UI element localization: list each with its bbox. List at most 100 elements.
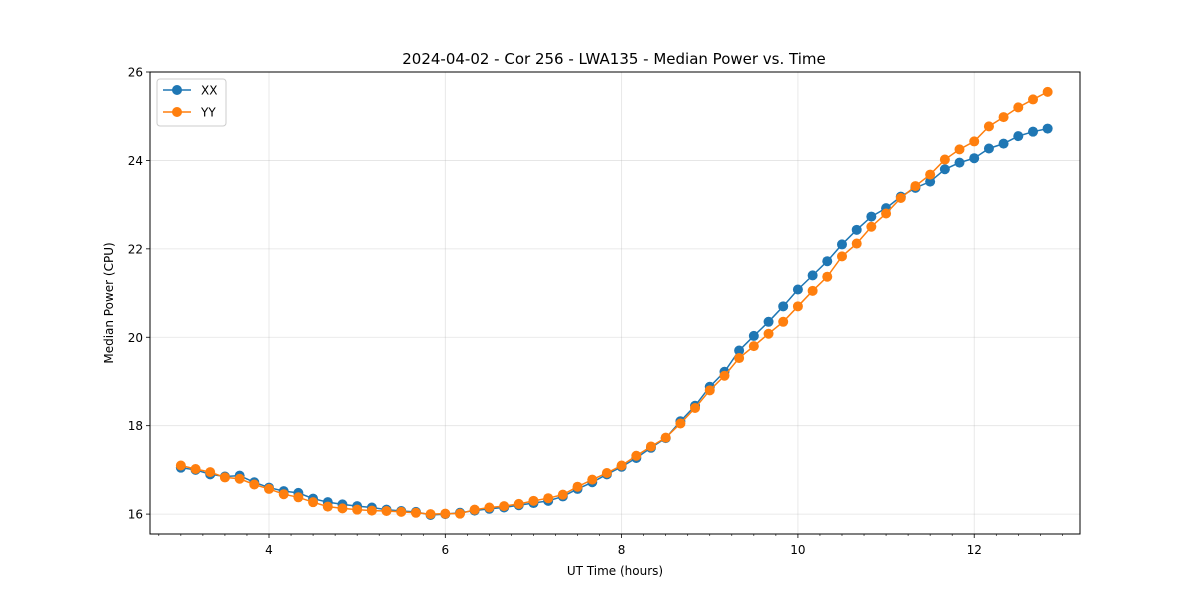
- y-tick-label: 18: [128, 419, 143, 433]
- series-layer: [175, 86, 1053, 520]
- data-point-yy: [557, 489, 568, 500]
- data-point-xx: [954, 157, 965, 168]
- data-point-yy: [572, 481, 583, 492]
- data-point-yy: [748, 341, 759, 352]
- plot-frame: [149, 71, 1081, 535]
- data-point-yy: [1028, 94, 1039, 105]
- data-point-yy: [763, 328, 774, 339]
- data-point-xx: [836, 239, 847, 250]
- data-point-xx: [807, 270, 818, 281]
- legend-marker-yy: [172, 107, 182, 117]
- data-point-yy: [513, 498, 524, 509]
- x-tick-label: 4: [265, 543, 273, 557]
- x-tick-label: 12: [967, 543, 982, 557]
- x-tick-label: 8: [618, 543, 626, 557]
- data-point-yy: [983, 121, 994, 132]
- data-point-yy: [278, 489, 289, 500]
- data-point-xx: [734, 345, 745, 356]
- data-point-yy: [484, 502, 495, 513]
- series-yy: [175, 86, 1053, 520]
- data-point-yy: [778, 316, 789, 327]
- data-point-yy: [645, 441, 656, 452]
- data-point-yy: [734, 353, 745, 364]
- y-tick-label: 16: [128, 508, 143, 522]
- x-axis: 4 6 8 10 12: [158, 534, 1063, 557]
- data-point-yy: [822, 271, 833, 282]
- data-point-yy: [719, 370, 730, 381]
- data-point-yy: [440, 508, 451, 519]
- data-point-yy: [807, 285, 818, 296]
- data-point-yy: [1042, 86, 1053, 97]
- data-point-yy: [308, 497, 319, 508]
- data-point-yy: [469, 504, 480, 515]
- data-point-yy: [455, 508, 466, 519]
- data-point-xx: [851, 224, 862, 235]
- data-point-xx: [822, 256, 833, 267]
- data-point-yy: [234, 473, 245, 484]
- data-point-yy: [264, 483, 275, 494]
- data-point-yy: [322, 501, 333, 512]
- data-point-yy: [939, 154, 950, 165]
- data-point-yy: [895, 193, 906, 203]
- data-point-yy: [925, 169, 936, 180]
- data-point-yy: [704, 385, 715, 396]
- data-point-yy: [969, 136, 980, 147]
- y-tick-label: 26: [128, 66, 143, 80]
- data-point-yy: [249, 479, 260, 490]
- data-point-yy: [352, 504, 363, 515]
- data-point-yy: [381, 506, 392, 517]
- data-point-yy: [543, 493, 554, 504]
- legend-marker-xx: [172, 85, 182, 95]
- chart-title: 2024-04-02 - Cor 256 - LWA135 - Median P…: [402, 50, 826, 68]
- data-point-yy: [190, 464, 201, 475]
- data-point-xx: [748, 330, 759, 341]
- data-point-yy: [1013, 102, 1024, 113]
- x-tick-label: 10: [790, 543, 805, 557]
- data-point-yy: [410, 507, 421, 518]
- data-point-yy: [866, 221, 877, 232]
- data-point-xx: [939, 164, 950, 175]
- data-point-xx: [792, 284, 803, 295]
- data-point-xx: [925, 176, 936, 187]
- data-point-xx: [983, 143, 994, 154]
- y-axis-label: Median Power (CPU): [102, 242, 116, 363]
- data-point-xx: [1013, 131, 1024, 142]
- legend-label-xx: XX: [201, 84, 217, 98]
- data-point-yy: [499, 501, 510, 512]
- data-point-xx: [1028, 126, 1039, 137]
- data-point-yy: [792, 301, 803, 312]
- data-point-yy: [601, 467, 612, 478]
- data-point-yy: [690, 403, 701, 413]
- data-point-yy: [528, 495, 539, 506]
- data-point-yy: [910, 181, 921, 192]
- y-axis: 16 18 20 22 24 26: [128, 66, 150, 522]
- legend-label-yy: YY: [200, 106, 216, 120]
- data-point-yy: [293, 492, 304, 503]
- data-point-yy: [675, 418, 686, 429]
- data-point-yy: [660, 432, 671, 443]
- data-point-yy: [998, 112, 1009, 123]
- data-point-yy: [881, 208, 892, 219]
- data-point-yy: [954, 144, 965, 155]
- y-tick-label: 22: [128, 242, 143, 256]
- data-point-yy: [836, 251, 847, 262]
- data-point-yy: [851, 238, 862, 249]
- data-point-yy: [425, 509, 436, 520]
- y-tick-label: 24: [128, 154, 143, 168]
- y-tick-label: 20: [128, 331, 143, 345]
- data-point-xx: [763, 316, 774, 327]
- legend: XX YY: [156, 78, 227, 127]
- data-point-xx: [866, 211, 877, 222]
- data-point-xx: [1042, 123, 1053, 134]
- data-point-yy: [219, 472, 230, 483]
- data-point-xx: [998, 138, 1009, 149]
- data-point-yy: [175, 460, 186, 471]
- data-point-yy: [616, 460, 627, 471]
- data-point-yy: [396, 506, 407, 517]
- data-point-yy: [366, 505, 377, 516]
- x-axis-label: UT Time (hours): [567, 564, 663, 578]
- data-point-yy: [631, 450, 642, 461]
- data-point-yy: [205, 467, 216, 478]
- x-tick-label: 6: [441, 543, 449, 557]
